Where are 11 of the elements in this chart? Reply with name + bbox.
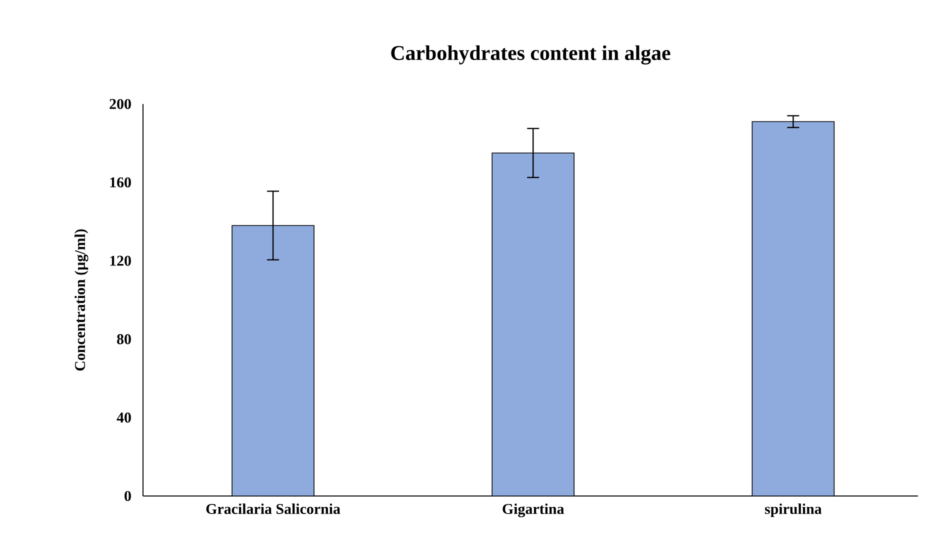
y-tick-label: 120	[110, 256, 131, 266]
y-tick-label: 200	[110, 98, 131, 110]
chart-title: Carbohydrates content in algae	[391, 45, 670, 64]
y-tick-label: 160	[110, 177, 131, 188]
y-tick-label: 40	[116, 412, 131, 423]
y-axis-title: Concentration (µg/ml)	[74, 229, 88, 371]
y-tick-label: 80	[117, 334, 131, 344]
x-tick-label: Gigartina	[502, 504, 564, 518]
x-tick-label: spirulina	[764, 504, 822, 518]
y-tick-label: 0	[124, 490, 131, 502]
x-tick-label: Gracilaria Salicornia	[206, 504, 340, 514]
